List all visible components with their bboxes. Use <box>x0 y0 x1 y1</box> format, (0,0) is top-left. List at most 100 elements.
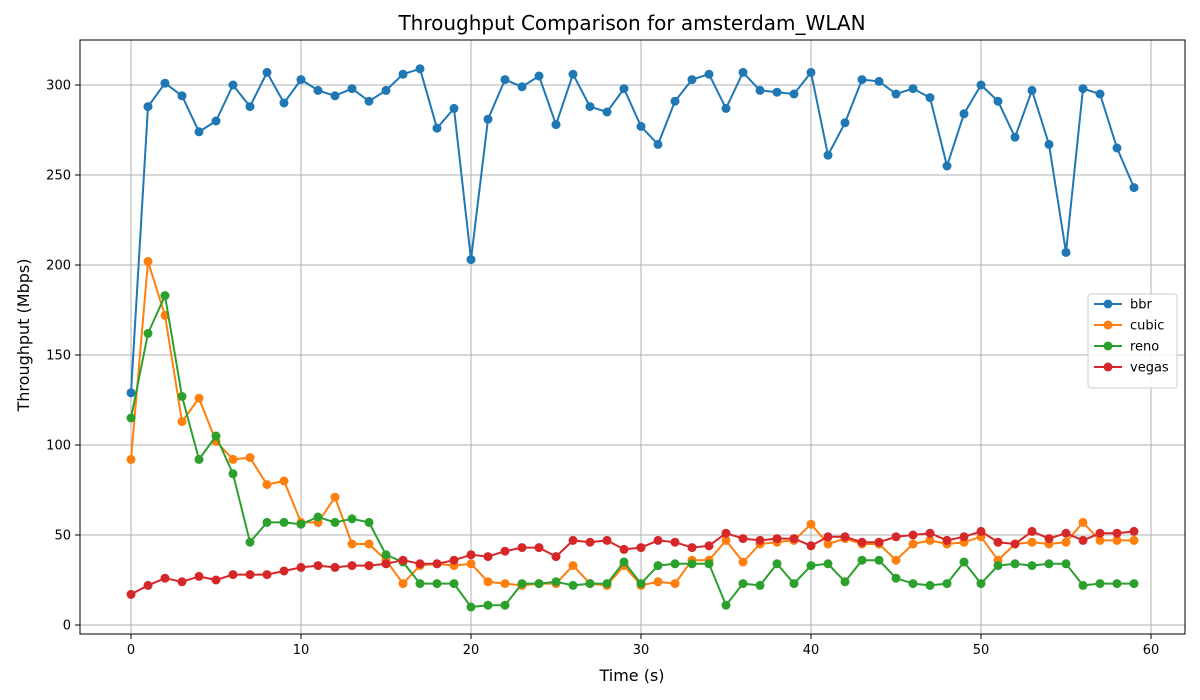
data-point-reno <box>619 557 629 567</box>
legend-label: reno <box>1130 340 1159 355</box>
legend-item-bbr: bbr <box>1094 298 1153 313</box>
data-point-bbr <box>908 84 918 94</box>
data-point-vegas <box>721 528 731 538</box>
data-point-bbr <box>1027 85 1037 95</box>
data-point-cubic <box>806 519 816 529</box>
data-point-vegas <box>296 562 306 572</box>
data-point-vegas <box>1129 526 1139 536</box>
data-point-cubic <box>500 579 510 589</box>
data-point-vegas <box>381 559 391 569</box>
data-point-bbr <box>619 84 629 94</box>
data-point-bbr <box>262 67 272 77</box>
data-point-vegas <box>755 535 765 545</box>
data-point-reno <box>483 600 493 610</box>
y-tick-label: 250 <box>46 169 71 184</box>
data-point-reno <box>925 580 935 590</box>
data-point-vegas <box>1010 539 1020 549</box>
data-point-vegas <box>398 555 408 565</box>
data-point-bbr <box>738 67 748 77</box>
data-point-bbr <box>1078 84 1088 94</box>
data-point-bbr <box>211 116 221 126</box>
data-point-bbr <box>1112 143 1122 153</box>
data-point-bbr <box>330 91 340 101</box>
data-point-cubic <box>721 535 731 545</box>
data-point-cubic <box>1112 535 1122 545</box>
data-point-bbr <box>653 139 663 149</box>
data-point-vegas <box>466 550 476 560</box>
data-point-bbr <box>279 98 289 108</box>
data-point-reno <box>721 600 731 610</box>
data-point-cubic <box>823 539 833 549</box>
data-point-reno <box>330 517 340 527</box>
data-point-vegas <box>840 532 850 542</box>
data-point-bbr <box>194 127 204 137</box>
data-point-bbr <box>1095 89 1105 99</box>
data-point-vegas <box>687 543 697 553</box>
data-point-vegas <box>959 532 969 542</box>
data-point-bbr <box>806 67 816 77</box>
data-point-bbr <box>126 388 136 398</box>
data-point-bbr <box>534 71 544 81</box>
data-point-cubic <box>1095 535 1105 545</box>
data-point-reno <box>772 559 782 569</box>
data-point-cubic <box>1129 535 1139 545</box>
data-point-bbr <box>874 76 884 86</box>
data-point-reno <box>670 559 680 569</box>
data-point-bbr <box>687 75 697 85</box>
data-point-cubic <box>177 417 187 427</box>
data-point-cubic <box>364 539 374 549</box>
data-point-vegas <box>585 537 595 547</box>
data-point-cubic <box>1027 537 1037 547</box>
data-point-vegas <box>653 535 663 545</box>
data-point-reno <box>347 514 357 524</box>
data-point-bbr <box>721 103 731 113</box>
data-point-vegas <box>330 562 340 572</box>
data-point-reno <box>585 579 595 589</box>
data-point-reno <box>313 512 323 522</box>
data-point-bbr <box>364 96 374 106</box>
data-point-vegas <box>160 573 170 583</box>
data-point-reno <box>228 469 238 479</box>
data-point-vegas <box>228 570 238 580</box>
data-point-cubic <box>279 476 289 486</box>
data-point-vegas <box>874 537 884 547</box>
legend-swatch-marker <box>1103 341 1113 351</box>
y-tick-label: 150 <box>46 349 71 364</box>
data-point-reno <box>245 537 255 547</box>
data-point-bbr <box>704 69 714 79</box>
data-point-vegas <box>942 535 952 545</box>
x-tick-label: 0 <box>127 643 135 658</box>
data-point-cubic <box>330 492 340 502</box>
data-point-reno <box>160 291 170 301</box>
data-point-bbr <box>568 69 578 79</box>
data-point-bbr <box>585 102 595 112</box>
data-point-reno <box>738 579 748 589</box>
data-point-bbr <box>177 91 187 101</box>
data-point-cubic <box>1078 517 1088 527</box>
ticks: 0 10 20 30 40 50 60 0 50 100 150 200 250 300 <box>46 79 1159 659</box>
y-tick-label: 0 <box>63 619 71 634</box>
data-point-vegas <box>823 532 833 542</box>
data-point-cubic <box>245 453 255 463</box>
data-point-reno <box>636 579 646 589</box>
data-point-vegas <box>1078 535 1088 545</box>
data-point-reno <box>126 413 136 423</box>
data-point-vegas <box>126 589 136 599</box>
data-point-reno <box>908 579 918 589</box>
plot-frame <box>79 39 1186 635</box>
data-point-reno <box>534 579 544 589</box>
data-point-reno <box>602 579 612 589</box>
data-point-vegas <box>262 570 272 580</box>
data-point-reno <box>177 391 187 401</box>
data-point-cubic <box>262 480 272 490</box>
data-point-bbr <box>1061 247 1071 257</box>
data-point-cubic <box>228 454 238 464</box>
data-point-reno <box>296 519 306 529</box>
legend-item-cubic: cubic <box>1094 319 1164 334</box>
data-point-bbr <box>551 120 561 130</box>
data-point-vegas <box>1112 528 1122 538</box>
data-point-vegas <box>1095 528 1105 538</box>
series-reno <box>126 291 1139 612</box>
data-point-bbr <box>891 89 901 99</box>
